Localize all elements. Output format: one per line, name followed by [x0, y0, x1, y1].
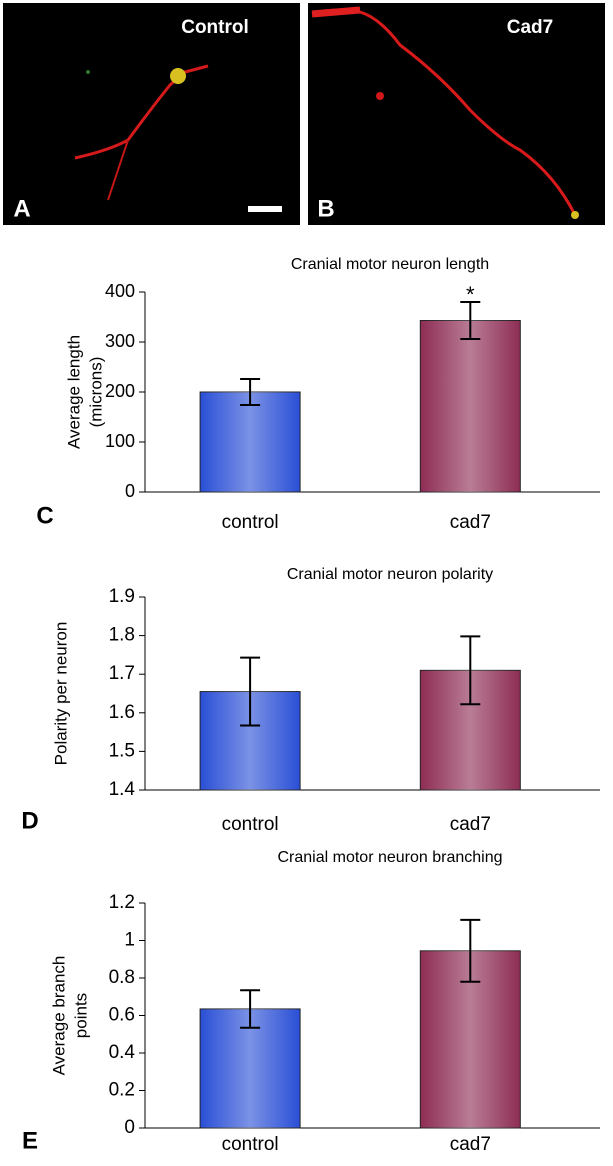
scale-bar	[248, 206, 282, 212]
y-tick-label: 0	[125, 481, 135, 501]
soma	[571, 211, 579, 219]
y-tick-label: 0	[124, 1117, 135, 1138]
image-panel-b: Cad7 B	[308, 3, 605, 225]
bar-chart: Cranial motor neuron polarity D Polarity p…	[21, 566, 600, 835]
bar-shine	[200, 392, 301, 492]
micrograph	[3, 3, 300, 225]
y-tick-label: 1.8	[109, 625, 135, 646]
panel-letter: C	[36, 502, 53, 529]
y-tick-label: 1.2	[109, 892, 135, 913]
neurite	[311, 6, 361, 18]
dot	[86, 70, 90, 74]
x-tick-label: control	[222, 814, 279, 835]
y-axis-label: points	[71, 993, 90, 1038]
y-tick-label: 0.2	[109, 1080, 135, 1101]
x-tick-label: cad7	[450, 814, 491, 835]
chart-title: Cranial motor neuron polarity	[287, 566, 493, 583]
x-tick-label: control	[222, 1134, 279, 1155]
y-tick-label: 300	[105, 331, 135, 351]
image-caption: Control	[181, 17, 249, 38]
y-tick-label: 1.9	[109, 586, 135, 607]
error-bar	[240, 989, 261, 1029]
panel-letter: D	[21, 807, 38, 834]
error-bar	[240, 656, 261, 727]
bar-shine	[200, 1008, 301, 1128]
y-tick-label: 1	[124, 930, 135, 951]
y-tick-label: 1.7	[109, 663, 135, 684]
image-caption: Cad7	[507, 17, 553, 38]
y-axis-label: Polarity per neuron	[51, 622, 70, 766]
y-axis-label: Average branch	[49, 956, 68, 1076]
y-tick-label: 1.4	[109, 779, 136, 800]
panel-letter: E	[22, 1127, 38, 1154]
bar-chart: Cranial motor neuron branching E Average b…	[22, 849, 600, 1155]
y-tick-label: 0.8	[109, 967, 135, 988]
neurite	[107, 139, 129, 201]
panel-letter: B	[317, 195, 334, 222]
y-axis-label: (microns)	[86, 357, 105, 428]
y-tick-label: 400	[105, 281, 135, 301]
y-tick-label: 200	[105, 381, 135, 401]
y-axis-label: Average length	[64, 335, 83, 449]
dot	[376, 92, 384, 100]
y-tick-label: 1.6	[109, 702, 135, 723]
bar-shine	[420, 320, 521, 492]
x-tick-label: cad7	[450, 512, 491, 533]
micrograph	[308, 3, 605, 225]
chart-title: Cranial motor neuron length	[291, 256, 489, 273]
y-tick-label: 100	[105, 431, 135, 451]
bar-chart: Cranial motor neuron length C Average leng…	[36, 256, 600, 533]
x-tick-label: control	[222, 512, 279, 533]
image-panel-a: Control A	[3, 3, 300, 225]
y-tick-label: 1.5	[109, 740, 135, 761]
error-bar	[240, 378, 261, 406]
y-tick-label: 0.6	[109, 1005, 135, 1026]
chart-title: Cranial motor neuron branching	[277, 849, 502, 866]
x-tick-label: cad7	[450, 1134, 491, 1155]
soma	[170, 68, 186, 84]
error-bar	[460, 301, 481, 340]
significance-mark: *	[466, 282, 475, 307]
error-bar	[460, 635, 481, 706]
y-tick-label: 0.4	[109, 1042, 136, 1063]
panel-letter: A	[13, 195, 30, 222]
error-bar	[460, 918, 481, 983]
